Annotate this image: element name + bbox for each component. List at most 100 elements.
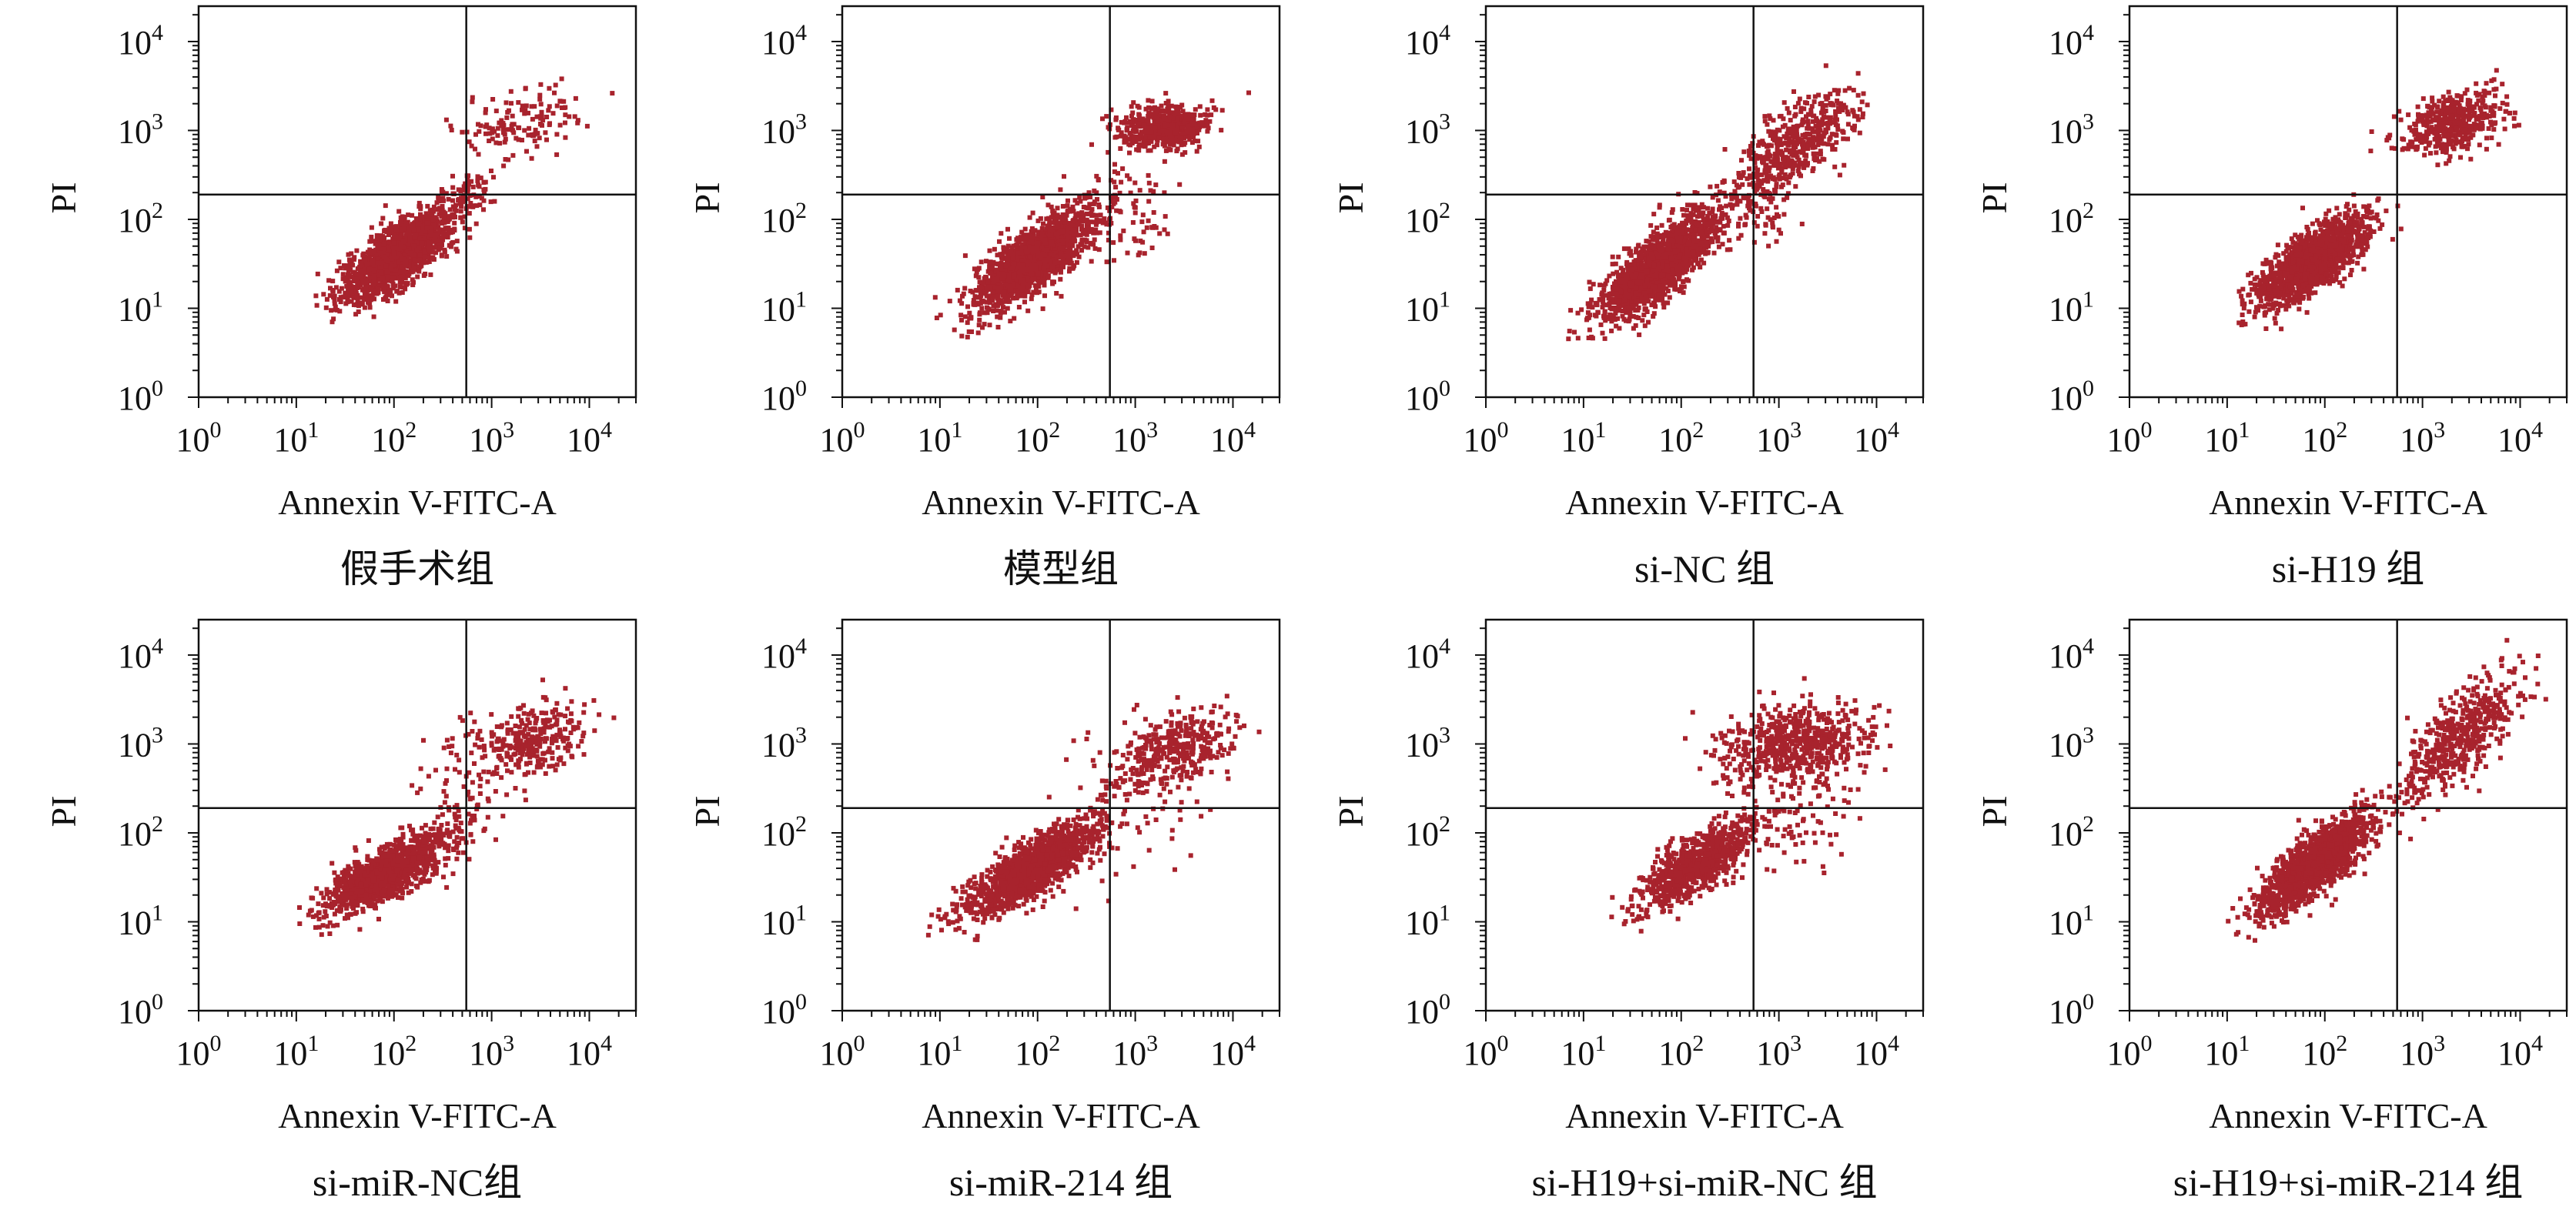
data-point <box>1189 122 1195 127</box>
data-point <box>520 107 524 112</box>
data-point <box>1664 286 1669 291</box>
data-point <box>366 299 371 305</box>
data-point <box>394 289 400 294</box>
data-point <box>443 219 447 225</box>
data-point <box>417 257 423 262</box>
data-point <box>1607 312 1613 317</box>
data-point <box>344 284 350 289</box>
data-point <box>1039 232 1045 236</box>
data-point <box>1057 255 1062 259</box>
y-tick-exponent: 3 <box>795 109 807 134</box>
data-point <box>367 239 373 244</box>
data-point <box>991 290 996 296</box>
data-point <box>1018 272 1023 277</box>
data-point <box>508 89 514 94</box>
data-point <box>1603 318 1608 323</box>
data-point <box>385 276 390 282</box>
data-point <box>1042 279 1047 285</box>
data-point <box>1095 196 1099 202</box>
data-point <box>488 199 493 205</box>
data-point <box>550 111 556 116</box>
data-point <box>1069 209 1074 213</box>
data-point <box>424 220 430 226</box>
data-point <box>1147 135 1153 140</box>
data-point <box>1042 252 1048 258</box>
data-point <box>1163 214 1168 219</box>
data-point <box>1176 110 1181 115</box>
data-point <box>530 132 535 137</box>
data-point <box>418 206 423 212</box>
y-tick-label: 102 <box>118 198 163 239</box>
data-point <box>1019 258 1025 263</box>
data-point <box>1007 288 1012 293</box>
data-point <box>1020 282 1025 287</box>
data-point <box>535 131 540 136</box>
data-point <box>1033 287 1039 292</box>
data-point <box>1058 251 1063 256</box>
data-point <box>1641 313 1647 318</box>
data-point <box>1066 198 1070 203</box>
data-point <box>433 232 438 238</box>
data-point <box>429 226 434 232</box>
data-point <box>1162 143 1167 149</box>
data-point <box>332 293 337 299</box>
data-point <box>351 303 356 307</box>
data-point <box>1049 215 1054 220</box>
data-point <box>397 246 403 252</box>
data-point <box>458 209 463 214</box>
data-point <box>1001 245 1006 250</box>
data-point <box>345 296 350 301</box>
data-point <box>559 76 564 82</box>
data-point <box>987 265 992 270</box>
data-point <box>1028 256 1033 261</box>
data-point <box>1112 258 1116 263</box>
data-point <box>470 95 475 100</box>
data-point <box>1125 250 1130 256</box>
data-point <box>1105 205 1110 210</box>
data-point <box>1658 242 1664 247</box>
data-point <box>499 123 504 129</box>
data-point <box>435 238 440 243</box>
data-point <box>1654 277 1660 283</box>
data-point <box>532 104 537 109</box>
data-point <box>1062 174 1066 179</box>
data-point <box>1617 283 1622 288</box>
data-point <box>1028 244 1033 249</box>
data-point <box>516 125 521 130</box>
data-point <box>1190 132 1196 138</box>
data-point <box>463 181 468 186</box>
data-point <box>1616 274 1621 279</box>
data-point <box>1137 250 1142 256</box>
data-point <box>1039 226 1045 231</box>
x-tick-exponent: 0 <box>854 417 865 443</box>
data-point <box>1640 318 1645 323</box>
data-point <box>339 286 344 291</box>
data-point <box>1179 152 1185 157</box>
data-point <box>400 285 406 290</box>
data-point <box>1163 91 1169 96</box>
data-point <box>1050 252 1055 258</box>
data-point <box>984 299 989 305</box>
data-point <box>356 309 361 314</box>
data-point <box>523 108 528 113</box>
data-point <box>415 228 420 233</box>
data-point <box>1072 229 1076 234</box>
data-point <box>1146 218 1151 223</box>
data-point <box>1093 227 1099 232</box>
data-point <box>331 316 336 322</box>
data-point <box>1067 229 1072 235</box>
data-point <box>1061 253 1066 259</box>
data-point <box>411 228 417 233</box>
data-point <box>410 212 415 218</box>
data-point <box>1133 198 1139 203</box>
data-point <box>359 300 364 306</box>
data-point <box>575 120 580 125</box>
data-point <box>343 290 348 296</box>
data-point <box>427 247 432 252</box>
data-point <box>1113 185 1119 190</box>
data-point <box>1109 107 1114 112</box>
data-point <box>1009 249 1014 253</box>
data-point <box>1086 190 1092 196</box>
data-point <box>1109 178 1114 183</box>
data-point <box>367 250 373 256</box>
